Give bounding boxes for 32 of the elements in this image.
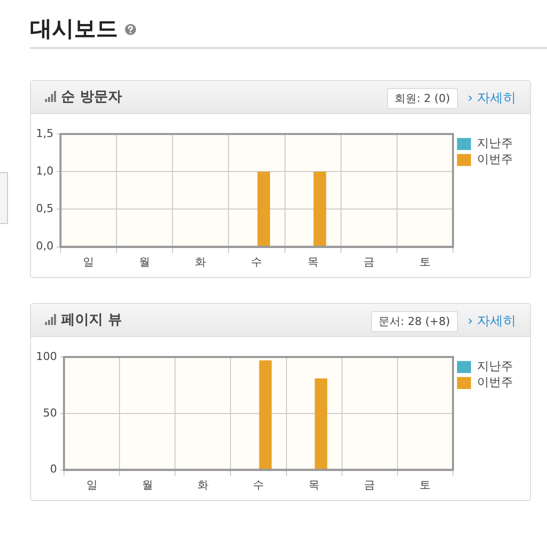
x-tick-label: 일 <box>83 255 94 268</box>
legend-label: 이번주 <box>477 375 513 390</box>
legend-label: 이번주 <box>477 152 513 166</box>
y-tick-label: 0,5 <box>36 202 54 216</box>
x-tick-label: 금 <box>364 478 376 492</box>
x-tick-label: 월 <box>139 255 150 268</box>
y-tick-label: 0,0 <box>36 240 54 253</box>
x-tick-label: 화 <box>195 255 206 268</box>
x-tick-label: 화 <box>197 478 208 492</box>
x-tick-label: 수 <box>253 478 264 492</box>
x-tick-label: 일 <box>86 478 98 492</box>
x-tick-label: 금 <box>363 255 374 268</box>
x-tick-label: 월 <box>142 478 153 492</box>
y-tick-label: 1,5 <box>36 126 54 140</box>
y-tick-label: 0 <box>50 462 57 476</box>
y-tick-label: 1,0 <box>36 164 54 178</box>
chart-title: 페이지 뷰 <box>61 311 122 329</box>
x-tick-label: 토 <box>420 478 431 492</box>
x-tick-label: 목 <box>308 478 320 492</box>
chart-title: 순 방문자 <box>61 88 122 106</box>
y-tick-label: 50 <box>42 406 57 420</box>
x-tick-label: 토 <box>419 255 430 268</box>
text: 회원: 2 (0) <box>386 88 458 109</box>
x-tick-label: 목 <box>307 255 318 268</box>
text: › 자세히 <box>468 90 516 107</box>
legend-label: 지난주 <box>477 136 513 150</box>
x-tick-label: 수 <box>251 255 262 268</box>
text: 대시보드 <box>30 16 118 44</box>
legend-label: 지난주 <box>477 359 513 374</box>
text: 문서: 28 (+8) <box>370 311 458 332</box>
text: › 자세히 <box>468 313 516 330</box>
y-tick-label: 100 <box>36 350 57 363</box>
